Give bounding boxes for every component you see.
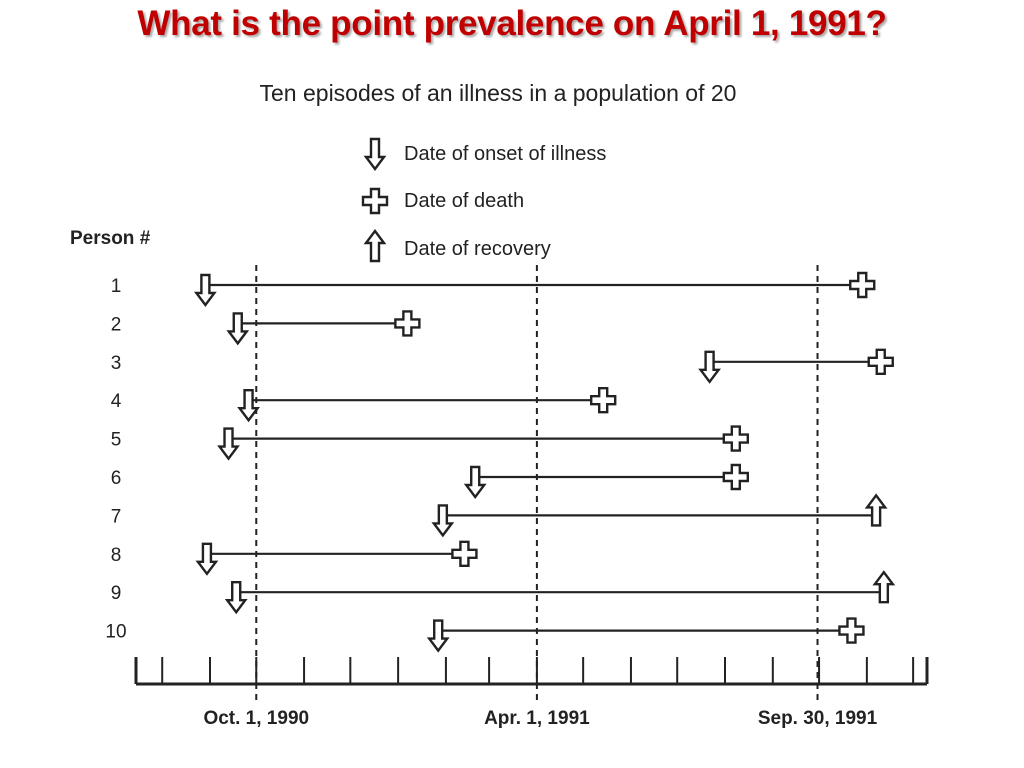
recovery-arrow-shape [363,229,387,263]
axis-tick-label-1: Oct. 1, 1990 [203,708,309,729]
death-marker [451,540,478,567]
axis-tick-label-3: Sep. 30, 1991 [758,708,878,729]
time-axis: Oct. 1, 1990 Apr. 1, 1991 Sep. 30, 1991 [134,657,929,729]
recovery-arrow-icon [864,493,888,527]
legend-item-death: Date of death [361,187,524,215]
onset-arrow-icon [195,542,219,576]
legend-label-recovery: Date of recovery [404,238,551,260]
legend-item-onset: Date of onset of illness [363,137,606,171]
onset-arrow-icon [463,465,487,499]
person-label-4: 4 [111,391,122,412]
onset-arrow-icon [698,350,721,384]
episode-row-10: 10 [105,617,865,653]
death-cross-icon [849,271,876,299]
death-marker [722,463,750,491]
legend-item-recovery: Date of recovery [363,229,551,263]
death-marker [394,310,421,337]
episode-row-7: 7 [111,493,888,538]
death-marker [867,348,894,375]
death-marker [589,387,617,414]
onset-arrow-icon [363,137,387,171]
person-label-3: 3 [111,353,122,374]
person-label-1: 1 [111,276,122,297]
episode-row-2: 2 [111,310,421,346]
onset-arrow-icon [226,312,250,346]
person-label-2: 2 [111,314,122,335]
onset-marker [237,389,260,423]
episode-row-3: 3 [111,348,894,384]
axis-tick-label-2: Apr. 1, 1991 [484,708,590,729]
onset-marker [217,427,240,461]
legend: Date of onset of illness Date of death D… [361,137,606,263]
recovery-marker [872,570,896,604]
person-label-10: 10 [105,622,126,643]
onset-marker [463,465,487,499]
death-cross-shape [361,187,389,215]
person-label-7: 7 [111,506,122,527]
legend-label-onset: Date of onset of illness [404,143,606,165]
episode-row-5: 5 [111,425,750,461]
episodes: 1 2 3 4 5 6 7 8 9 10 [105,271,896,653]
onset-marker [226,312,250,346]
death-cross-icon [451,540,478,567]
death-marker [849,271,876,299]
onset-arrow-icon [426,619,450,653]
death-cross-icon [394,310,421,337]
onset-arrow-icon [431,504,455,538]
onset-arrow-shape [363,137,387,171]
diagram-subtitle: Ten episodes of an illness in a populati… [260,80,737,106]
slide-title: What is the point prevalence on April 1,… [137,4,887,43]
onset-arrow-icon [193,273,217,307]
legend-label-death: Date of death [404,190,524,212]
recovery-arrow-icon [363,229,387,263]
death-cross-icon [589,387,617,414]
death-cross-icon [838,617,865,644]
death-cross-icon [361,187,389,215]
person-label-8: 8 [111,545,122,566]
row-header-person: Person # [70,228,151,249]
recovery-marker [864,493,888,527]
death-marker [838,617,865,644]
death-cross-icon [867,348,894,375]
onset-marker [193,273,217,307]
person-label-9: 9 [111,583,122,604]
onset-marker [426,619,450,653]
episode-row-1: 1 [111,271,876,307]
episode-row-4: 4 [111,387,617,423]
person-label-5: 5 [111,430,122,451]
recovery-arrow-icon [872,570,896,604]
person-label-6: 6 [111,468,122,489]
onset-marker [698,350,721,384]
onset-arrow-icon [237,389,260,423]
onset-marker [195,542,219,576]
onset-marker [431,504,455,538]
death-cross-icon [722,425,750,452]
episode-row-8: 8 [111,540,478,576]
episode-row-6: 6 [111,463,750,499]
onset-marker [224,581,248,615]
onset-arrow-icon [217,427,240,461]
death-marker [722,425,750,452]
episode-row-9: 9 [111,570,896,615]
death-cross-icon [722,463,750,491]
onset-arrow-icon [224,581,248,615]
